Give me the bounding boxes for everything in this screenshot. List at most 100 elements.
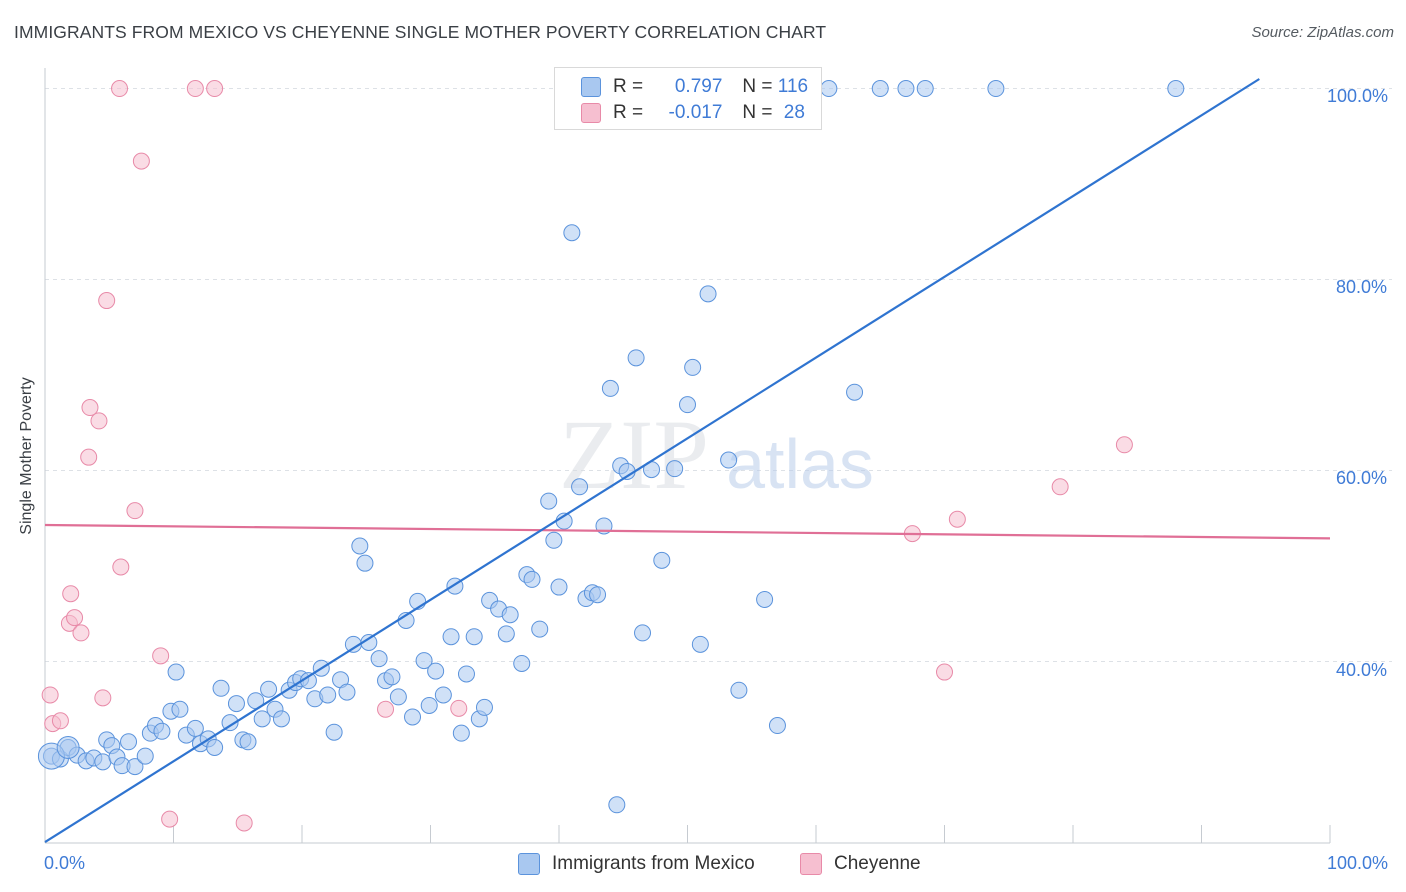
mexico-point (239, 733, 257, 751)
mexico-point (550, 578, 568, 596)
cheyenne-point (235, 814, 253, 832)
cheyenne-point (66, 609, 84, 627)
cheyenne-point (80, 448, 98, 466)
chart-title: IMMIGRANTS FROM MEXICO VS CHEYENNE SINGL… (14, 22, 827, 42)
mexico-point (389, 688, 407, 706)
cheyenne-point (1051, 478, 1069, 496)
mexico-point (634, 624, 652, 642)
legend-swatch-blue (518, 853, 540, 875)
mexico-point (756, 590, 774, 608)
cheyenne-point (161, 810, 179, 828)
cheyenne-point (948, 510, 966, 528)
r-label: R = (613, 76, 644, 97)
cheyenne-point (81, 399, 99, 417)
mexico-point (404, 708, 422, 726)
mexico-point (442, 628, 460, 646)
mexico-point (820, 80, 838, 98)
legend-item-cheyenne: Cheyenne (800, 852, 921, 876)
legend-item-mexico: Immigrants from Mexico (518, 852, 755, 876)
mexico-point (126, 758, 144, 776)
mexico-point (563, 224, 581, 242)
mexico-point (260, 680, 278, 698)
mexico-point (370, 650, 388, 668)
mexico-point (475, 698, 493, 716)
mexico-point (186, 719, 204, 737)
mexico-point (457, 665, 475, 683)
r-label: R = (613, 102, 644, 123)
legend-swatch-blue (581, 77, 601, 97)
watermark: ZIP atlas (559, 399, 874, 510)
mexico-point (1167, 80, 1185, 98)
n-label: N = (742, 102, 773, 123)
mexico-point (452, 724, 470, 742)
x-tick-min: 0.0% (44, 853, 86, 873)
mexico-point (846, 383, 864, 401)
mexico-point (627, 349, 645, 367)
mexico-point (325, 723, 343, 741)
mexico-point (272, 710, 290, 728)
watermark-atlas: atlas (726, 425, 874, 503)
mexico-point (212, 679, 230, 697)
mexico-point (720, 451, 738, 469)
cheyenne-point (98, 292, 116, 310)
r-value: -0.017 (668, 102, 723, 123)
axes (44, 68, 1331, 844)
n-value: 28 (783, 102, 805, 123)
cheyenne-point (132, 152, 150, 170)
mexico-point (221, 714, 239, 732)
cheyenne-point (62, 585, 80, 603)
mexico-point (497, 625, 515, 643)
cheyenne-point (152, 647, 170, 665)
mexico-point (897, 80, 915, 98)
mexico-point (684, 358, 702, 376)
legend-label: Immigrants from Mexico (552, 853, 755, 874)
mexico-point (768, 717, 786, 735)
cheyenne-point (206, 80, 224, 98)
mexico-point (120, 733, 138, 751)
cheyenne-point (111, 80, 129, 98)
mexico-point (531, 620, 549, 638)
mexico-point (356, 554, 374, 572)
mexico-point (427, 662, 445, 680)
mexico-point (987, 80, 1005, 98)
mexico-point (351, 537, 369, 555)
mexico-point (679, 396, 696, 414)
cheyenne-point (94, 689, 112, 707)
mexico-point (666, 460, 684, 478)
mexico-point (94, 753, 112, 771)
mexico-point (171, 700, 189, 718)
mexico-point (136, 747, 154, 765)
n-value: 116 (777, 76, 809, 97)
cheyenne-point (186, 80, 204, 98)
cheyenne-point (51, 712, 69, 730)
mexico-point (167, 663, 185, 681)
cheyenne-point (377, 700, 395, 718)
cheyenne-point (90, 412, 108, 430)
mexico-point (383, 668, 401, 686)
mexico-trend-line (44, 78, 1260, 843)
mexico-point (691, 635, 709, 653)
legend-label: Cheyenne (834, 853, 921, 874)
mexico-point (465, 628, 483, 646)
mexico-point (916, 80, 934, 98)
cheyenne-point (126, 502, 144, 520)
mexico-point (540, 492, 558, 510)
mexico-point (608, 796, 626, 814)
x-tick-max: 100.0% (1327, 853, 1389, 873)
mexico-point (319, 686, 337, 704)
mexico-point (653, 551, 671, 569)
cheyenne-point (112, 558, 130, 576)
correlation-legend: R = 0.797 N = 116 R = -0.017 N = 28 (554, 67, 822, 130)
mexico-point (589, 586, 607, 604)
mexico-point (153, 722, 171, 740)
mexico-point (206, 739, 224, 756)
cheyenne-trend-line (44, 523, 1331, 540)
y-tick-60: 60.0% (1336, 468, 1388, 488)
legend-row-cheyenne: R = -0.017 N = 28 (581, 101, 805, 125)
mexico-point (513, 654, 531, 672)
mexico-point (501, 606, 519, 624)
mexico-point (415, 652, 433, 670)
mexico-point (523, 570, 541, 588)
mexico-point (420, 696, 438, 714)
